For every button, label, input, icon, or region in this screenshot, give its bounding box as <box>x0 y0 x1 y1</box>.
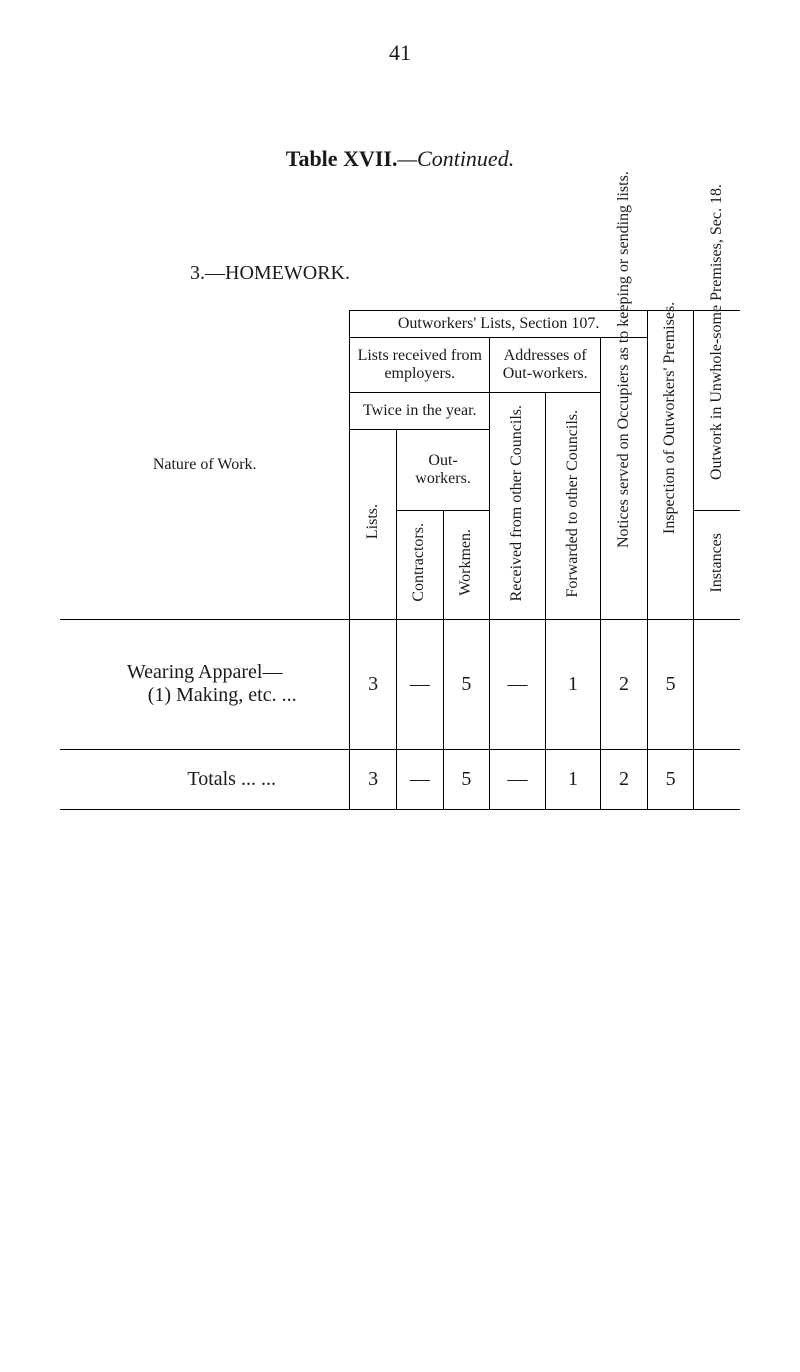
cell-totals-lists: 3 <box>350 749 397 809</box>
cell-wearing-received: — <box>490 619 546 749</box>
homework-table: Nature of Work. Outworkers' Lists, Secti… <box>60 310 740 810</box>
cell-totals-inspection: 5 <box>647 749 694 809</box>
cell-totals-label: Totals ... ... <box>60 749 350 809</box>
header-contractors: Contractors. <box>396 511 443 620</box>
cell-totals-received: — <box>490 749 546 809</box>
cell-wearing-inspection: 5 <box>647 619 694 749</box>
table-row-totals: Totals ... ... 3 — 5 — 1 2 5 <box>60 749 740 809</box>
header-outwork-unwholesome: Outwork in Unwhole-some Premises, Sec. 1… <box>694 311 740 511</box>
table-title-main: Table XVII. <box>286 146 398 171</box>
cell-wearing-lists: 3 <box>350 619 397 749</box>
cell-totals-contractors: — <box>396 749 443 809</box>
cell-totals-workmen: 5 <box>443 749 490 809</box>
header-notices: Notices served on Occupiers as to keepin… <box>601 338 648 619</box>
header-lists: Lists. <box>350 430 397 620</box>
page-number: 41 <box>60 40 740 66</box>
cell-wearing-label: Wearing Apparel— (1) Making, etc. ... <box>60 619 350 749</box>
cell-wearing-forwarded: 1 <box>545 619 601 749</box>
cell-totals-forwarded: 1 <box>545 749 601 809</box>
header-twice-year: Twice in the year. <box>350 393 490 430</box>
cell-totals-notices: 2 <box>601 749 648 809</box>
wearing-label-line2: (1) Making, etc. ... <box>148 684 297 706</box>
header-received-other: Received from other Councils. <box>490 393 546 619</box>
cell-wearing-instances <box>694 619 740 749</box>
table-title-continued: —Continued. <box>397 146 514 171</box>
header-outworkers-sub: Out-workers. <box>396 430 489 511</box>
section-title: 3.—HOMEWORK. <box>190 262 740 285</box>
cell-wearing-workmen: 5 <box>443 619 490 749</box>
table-title: Table XVII.—Continued. <box>60 146 740 172</box>
table-row: Wearing Apparel— (1) Making, etc. ... 3 … <box>60 619 740 749</box>
header-outworkers-section: Outworkers' Lists, Section 107. <box>350 311 647 338</box>
header-workmen: Workmen. <box>443 511 490 620</box>
wearing-label-line1: Wearing Apparel— <box>127 661 283 683</box>
header-nature: Nature of Work. <box>60 311 350 620</box>
cell-wearing-contractors: — <box>396 619 443 749</box>
header-instances: Instances <box>694 511 740 620</box>
cell-wearing-notices: 2 <box>601 619 648 749</box>
cell-totals-instances <box>694 749 740 809</box>
header-lists-received: Lists received from employers. <box>350 338 490 393</box>
header-inspection: Inspection of Outworkers' Premises. <box>647 311 694 620</box>
header-forwarded-other: Forwarded to other Councils. <box>545 393 601 619</box>
header-addresses: Addresses of Out-workers. <box>490 338 601 393</box>
